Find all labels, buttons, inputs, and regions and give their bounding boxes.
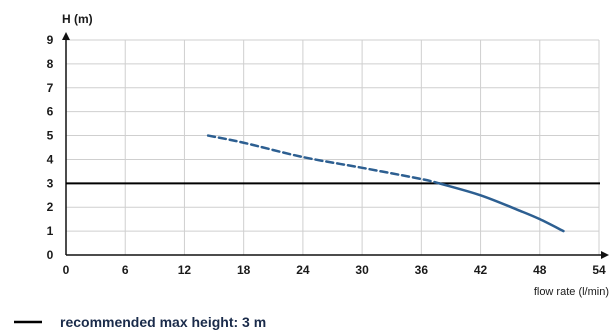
x-tick-label: 36 [415,263,429,277]
x-tick-label: 30 [355,263,369,277]
y-tick-label: 7 [47,81,54,95]
y-axis-label: H (m) [62,12,93,26]
x-tick-label: 6 [122,263,129,277]
y-tick-label: 2 [47,200,54,214]
x-tick-label: 0 [63,263,70,277]
legend: recommended max height: 3 m [14,314,266,330]
pump-curve-solid [437,182,565,233]
y-axis-arrow [62,32,70,40]
x-axis-arrow [601,251,609,259]
y-tick-label: 6 [47,105,54,119]
pump-curve-dashed [206,134,441,185]
x-tick-label: 24 [296,263,310,277]
y-tick-label: 5 [47,129,54,143]
x-tick-label: 48 [533,263,547,277]
y-tick-label: 0 [47,248,54,262]
x-tick-label: 42 [474,263,488,277]
y-tick-label: 3 [47,176,54,190]
grid [66,39,600,255]
series-lines [66,134,600,233]
axes [62,32,609,259]
x-tick-label: 54 [592,263,606,277]
y-tick-label: 1 [47,224,54,238]
x-axis-label: flow rate (l/min) [534,286,609,298]
y-tick-label: 4 [47,152,54,166]
legend-label: recommended max height: 3 m [60,314,266,330]
y-tick-label: 8 [47,57,54,71]
x-tick-label: 12 [178,263,192,277]
y-tick-label: 9 [47,33,54,47]
x-tick-label: 18 [237,263,251,277]
